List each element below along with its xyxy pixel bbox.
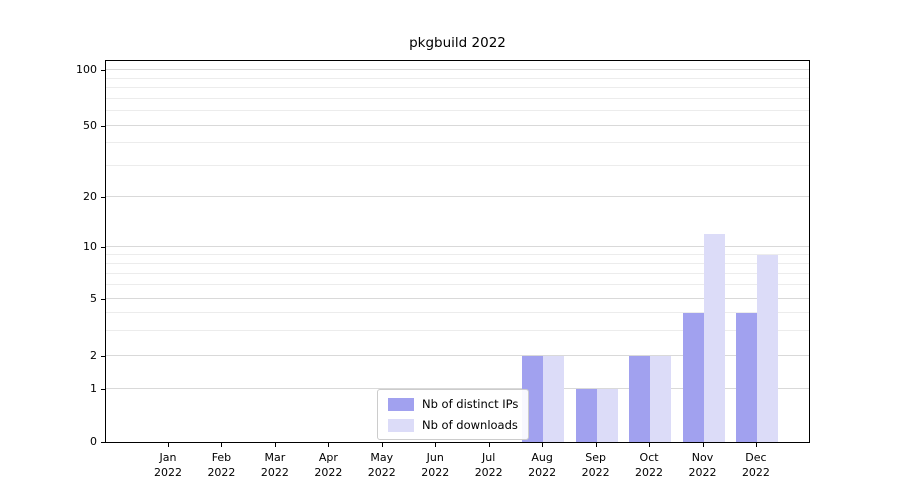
y-tick-label: 0 xyxy=(90,435,97,448)
x-tick-label: Mar 2022 xyxy=(260,451,289,480)
bar-distinct-ips xyxy=(735,312,757,442)
x-tick-label: Sep 2022 xyxy=(581,451,610,480)
x-tick-label: May 2022 xyxy=(367,451,396,480)
legend-swatch-distinct-ips xyxy=(388,397,414,411)
x-tick-label: Jul 2022 xyxy=(474,451,503,480)
x-tick-label: Jun 2022 xyxy=(421,451,450,480)
y-tick-mark xyxy=(101,126,105,127)
y-tick-mark xyxy=(101,356,105,357)
x-tick-mark xyxy=(274,443,276,447)
y-tick-mark xyxy=(101,247,105,248)
chart-title: pkgbuild 2022 xyxy=(409,35,506,51)
major-gridline xyxy=(106,125,809,126)
bar-downloads xyxy=(756,254,778,442)
y-tick-mark xyxy=(101,389,105,390)
y-tick-label: 1 xyxy=(90,382,97,395)
legend-swatch-downloads xyxy=(388,418,414,432)
plot-area xyxy=(105,60,810,443)
x-tick-mark xyxy=(649,443,651,447)
x-tick-label: Apr 2022 xyxy=(314,451,343,480)
legend-label-downloads: Nb of downloads xyxy=(422,418,518,432)
minor-gridline xyxy=(106,311,809,313)
x-tick-mark xyxy=(702,443,704,447)
legend-item-distinct-ips: Nb of distinct IPs xyxy=(388,397,518,411)
x-tick-label: Feb 2022 xyxy=(207,451,236,480)
x-tick-mark xyxy=(542,443,544,447)
bar-downloads xyxy=(543,356,565,442)
y-tick-mark xyxy=(101,197,105,198)
y-tick-mark xyxy=(101,442,105,443)
y-tick-label: 100 xyxy=(76,63,97,76)
minor-gridline xyxy=(106,142,809,144)
minor-gridline xyxy=(106,329,809,331)
minor-gridline xyxy=(106,97,809,99)
x-tick-mark xyxy=(381,443,383,447)
major-gridline xyxy=(106,388,809,389)
y-tick-mark xyxy=(101,70,105,71)
minor-gridline xyxy=(106,284,809,286)
x-tick-mark xyxy=(168,443,169,447)
x-tick-label: Jan 2022 xyxy=(154,451,182,480)
minor-gridline xyxy=(106,262,809,264)
minor-gridline xyxy=(106,110,809,112)
bar-downloads xyxy=(703,233,725,442)
bar-distinct-ips xyxy=(575,389,597,442)
legend: Nb of distinct IPs Nb of downloads xyxy=(377,389,530,440)
x-tick-label: Dec 2022 xyxy=(741,451,770,480)
bar-distinct-ips xyxy=(629,356,651,442)
major-gridline xyxy=(106,355,809,356)
y-tick-label: 10 xyxy=(83,240,97,253)
x-tick-mark xyxy=(328,443,330,447)
x-tick-mark xyxy=(488,443,490,447)
major-gridline xyxy=(106,69,809,70)
minor-gridline xyxy=(106,253,809,255)
major-gridline xyxy=(106,196,809,197)
minor-gridline xyxy=(106,87,809,89)
major-gridline xyxy=(106,298,809,299)
x-tick-label: Oct 2022 xyxy=(635,451,664,480)
legend-item-downloads: Nb of downloads xyxy=(388,418,518,432)
x-tick-label: Nov 2022 xyxy=(688,451,717,480)
x-tick-label: Aug 2022 xyxy=(528,451,557,480)
minor-gridline xyxy=(106,77,809,79)
x-tick-mark xyxy=(221,443,223,447)
major-gridline xyxy=(106,246,809,247)
legend-label-distinct-ips: Nb of distinct IPs xyxy=(422,397,519,411)
x-tick-mark xyxy=(595,443,597,447)
bar-downloads xyxy=(596,389,618,442)
bar-downloads xyxy=(650,356,672,442)
bar-distinct-ips xyxy=(682,312,704,442)
y-tick-label: 50 xyxy=(83,119,97,132)
minor-gridline xyxy=(106,164,809,166)
y-tick-label: 20 xyxy=(83,190,97,203)
x-tick-mark xyxy=(755,443,757,447)
y-tick-label: 5 xyxy=(90,292,97,305)
minor-gridline xyxy=(106,272,809,274)
y-tick-label: 2 xyxy=(90,349,97,362)
y-tick-mark xyxy=(101,299,105,300)
x-tick-mark xyxy=(435,443,437,447)
